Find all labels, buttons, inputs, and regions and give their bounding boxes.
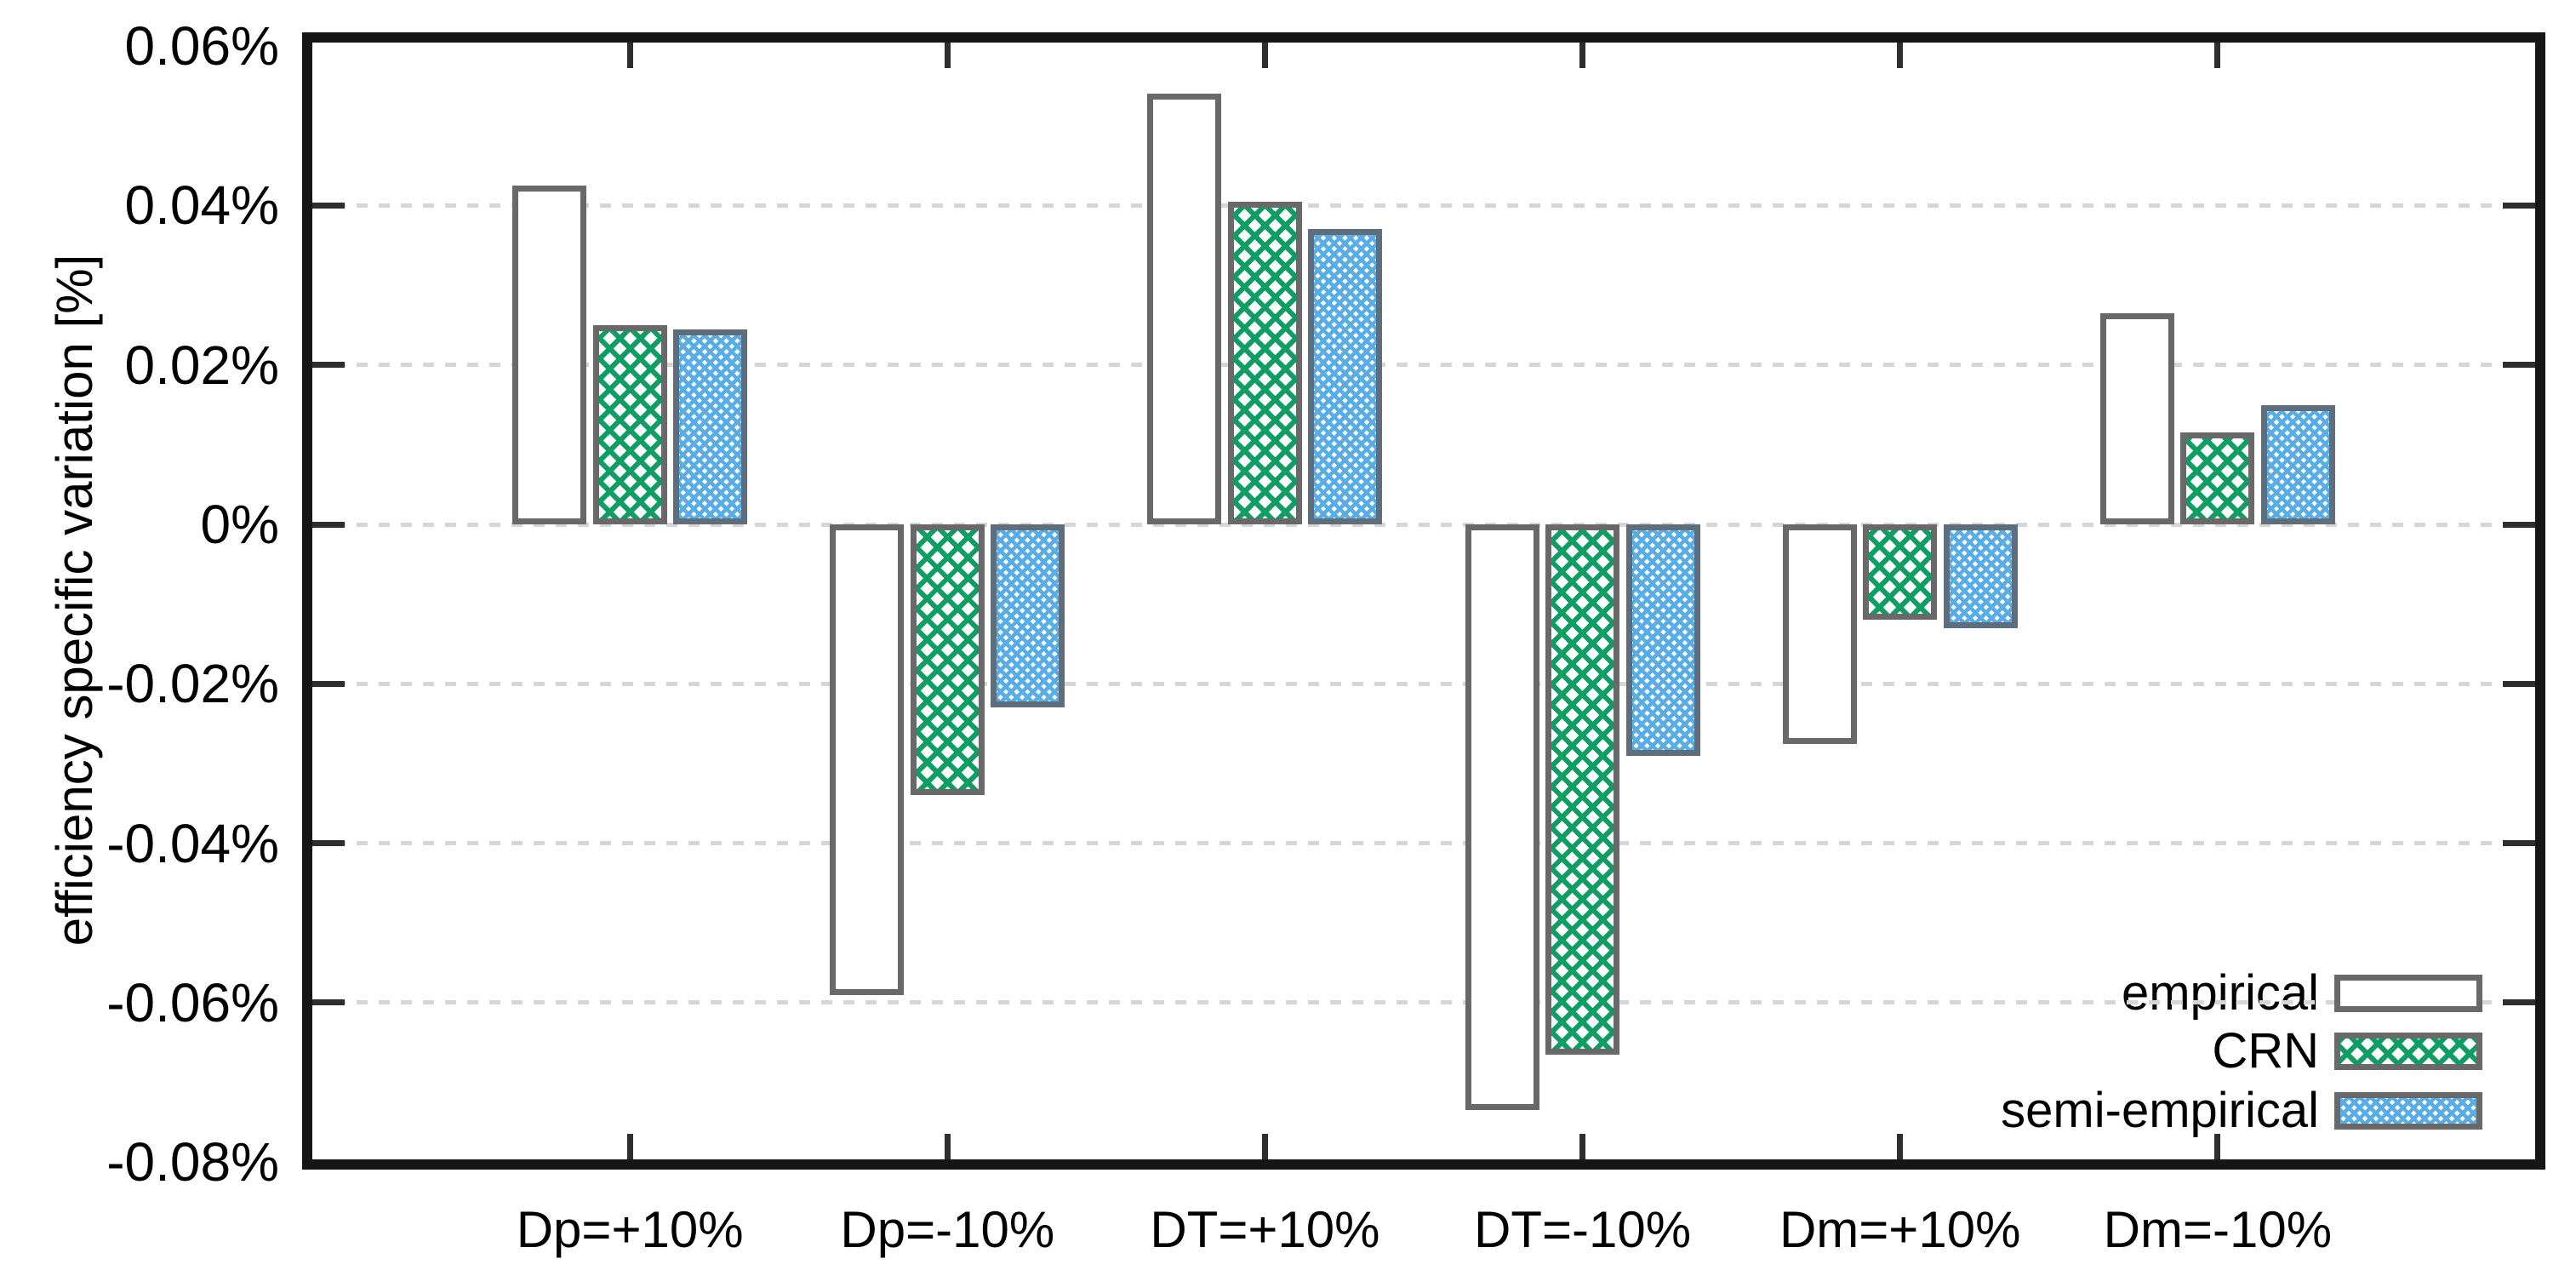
x-axis-tick (2214, 43, 2221, 68)
bar-CRN-Dp=-10% (910, 524, 985, 796)
bar-empirical-DT=+10% (1147, 94, 1222, 524)
gridline (312, 522, 2535, 527)
y-tick-label: -0.08% (106, 1131, 279, 1193)
gridline (312, 681, 2535, 686)
gridline (312, 203, 2535, 208)
x-axis-tick (1261, 43, 1268, 68)
x-tick-label: Dm=-10% (2103, 1201, 2333, 1258)
y-axis-tick (312, 680, 345, 687)
bar-semi-empirical-DT=+10% (1308, 229, 1383, 524)
bar-empirical-Dp=+10% (512, 185, 587, 524)
legend-swatch-CRN (2334, 1033, 2482, 1070)
bar-empirical-DT=-10% (1465, 524, 1539, 1111)
bar-CRN-Dp=+10% (592, 324, 667, 524)
x-axis-tick (2214, 1134, 2221, 1159)
plot-inner (312, 43, 2535, 1159)
y-axis-tick (2503, 999, 2535, 1006)
x-axis-tick (944, 43, 951, 68)
bar-empirical-Dp=-10% (830, 524, 905, 995)
y-axis-tick (312, 521, 345, 528)
bar-semi-empirical-Dp=-10% (991, 524, 1065, 708)
bar-semi-empirical-Dm=-10% (2260, 404, 2335, 524)
x-tick-label: Dp=+10% (516, 1201, 744, 1258)
plot-area (302, 32, 2545, 1170)
x-axis-tick (626, 43, 633, 68)
legend-label-CRN: CRN (2212, 1023, 2319, 1079)
y-tick-label: 0% (200, 494, 280, 555)
gridline (312, 363, 2535, 368)
x-axis-tick (1261, 1134, 1268, 1159)
x-tick-label: DT=-10% (1474, 1201, 1692, 1258)
y-tick-label: -0.04% (106, 812, 279, 874)
y-tick-label: -0.06% (106, 971, 279, 1033)
y-axis-tick (312, 999, 345, 1006)
bar-CRN-Dm=-10% (2180, 432, 2255, 524)
x-axis-tick (626, 1134, 633, 1159)
gridline (312, 841, 2535, 846)
bar-CRN-Dm=+10% (1863, 524, 1938, 621)
bar-CRN-DT=+10% (1227, 201, 1302, 524)
legend-label-empirical: empirical (2121, 965, 2319, 1021)
legend-label-semi-empirical: semi-empirical (2001, 1083, 2319, 1138)
legend-swatch-semi-empirical (2334, 1092, 2482, 1130)
y-axis-tick (312, 362, 345, 369)
bar-CRN-DT=-10% (1545, 524, 1620, 1055)
y-axis-tick (312, 202, 345, 209)
y-axis-tick (2503, 202, 2535, 209)
y-axis-tick (2503, 521, 2535, 528)
x-tick-label: DT=+10% (1150, 1201, 1380, 1258)
x-axis-tick (944, 1134, 951, 1159)
x-tick-label: Dm=+10% (1779, 1201, 2021, 1258)
bar-semi-empirical-Dm=+10% (1943, 524, 2018, 628)
y-axis-tick (312, 840, 345, 847)
gridline (312, 1000, 2535, 1005)
y-axis-tick (2503, 362, 2535, 369)
y-tick-label: 0.06% (124, 15, 279, 77)
y-tick-label: -0.02% (106, 653, 279, 715)
bar-semi-empirical-DT=-10% (1625, 524, 1700, 756)
bar-semi-empirical-Dp=+10% (673, 329, 748, 524)
x-axis-tick (1897, 43, 1904, 68)
bar-empirical-Dm=-10% (2099, 312, 2174, 524)
bar-empirical-Dm=+10% (1782, 524, 1857, 744)
x-tick-label: Dp=-10% (840, 1201, 1055, 1258)
x-axis-tick (1897, 1134, 1904, 1159)
y-tick-label: 0.04% (124, 175, 279, 237)
x-axis-tick (1579, 43, 1586, 68)
x-axis-tick (1579, 1134, 1586, 1159)
y-axis-title: efficiency specific variation [%] (46, 254, 103, 947)
legend-swatch-empirical (2334, 975, 2482, 1012)
y-axis-tick (2503, 680, 2535, 687)
y-axis-tick (2503, 840, 2535, 847)
y-tick-label: 0.02% (124, 334, 279, 396)
